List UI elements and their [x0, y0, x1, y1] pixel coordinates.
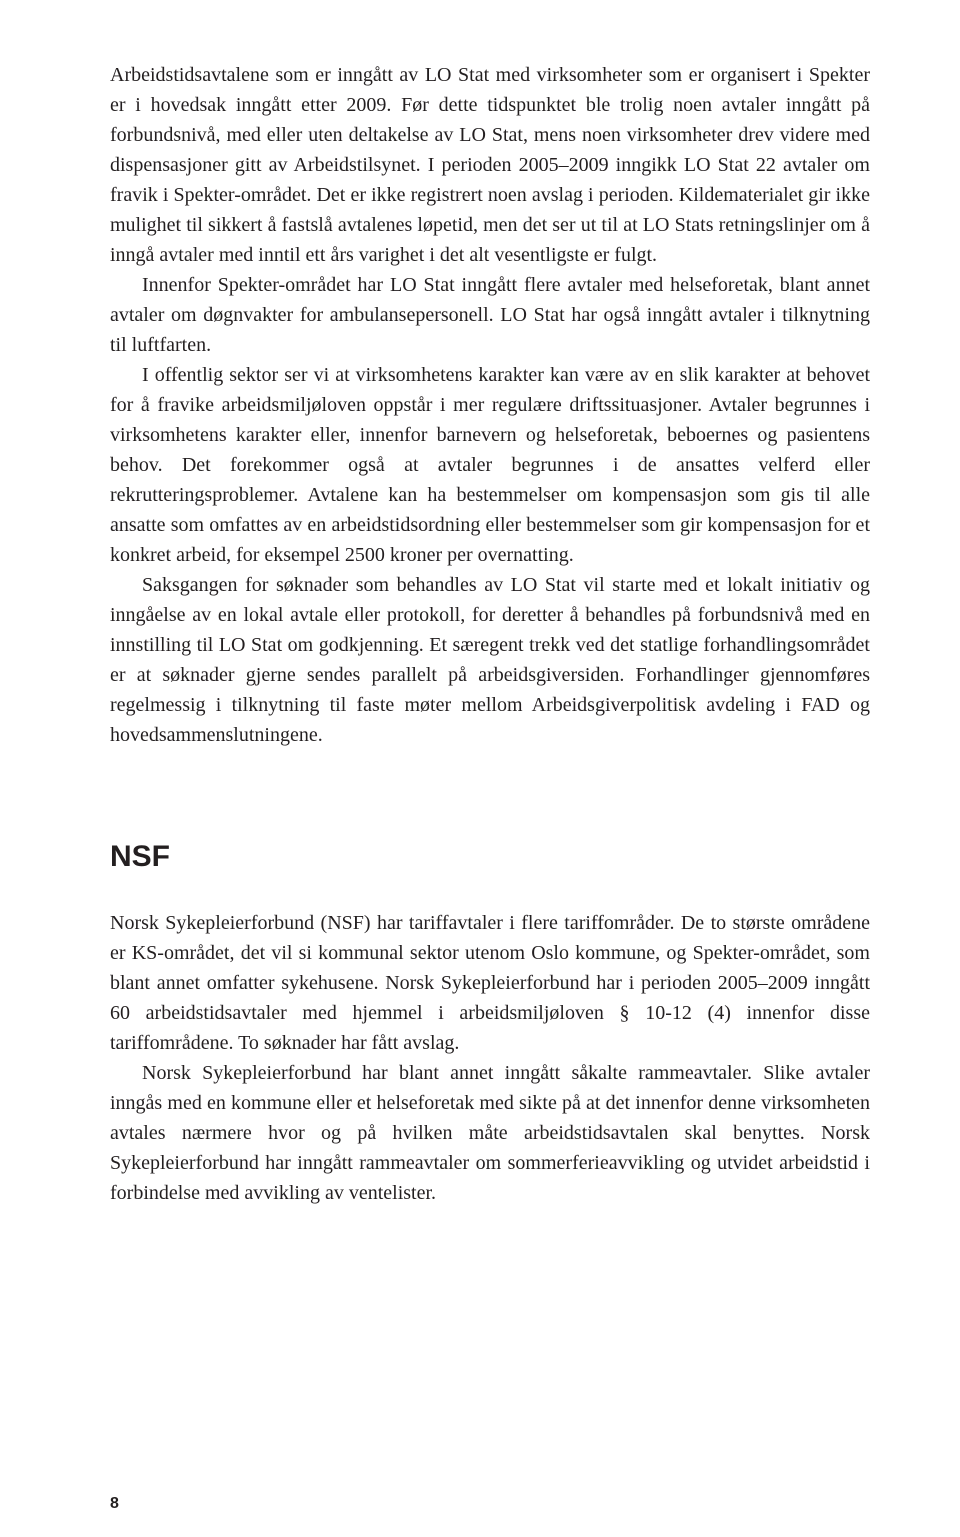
page-number: 8 [110, 1495, 119, 1513]
body-paragraph: Arbeidstidsavtalene som er inngått av LO… [110, 60, 870, 270]
body-paragraph: Saksgangen for søknader som behandles av… [110, 570, 870, 750]
section-heading-nsf: NSF [110, 840, 870, 874]
body-paragraph: I offentlig sektor ser vi at virksomhete… [110, 360, 870, 570]
body-paragraph: Norsk Sykepleierforbund har blant annet … [110, 1058, 870, 1208]
body-paragraph: Norsk Sykepleierforbund (NSF) har tariff… [110, 908, 870, 1058]
body-paragraph: Innenfor Spekter-området har LO Stat inn… [110, 270, 870, 360]
